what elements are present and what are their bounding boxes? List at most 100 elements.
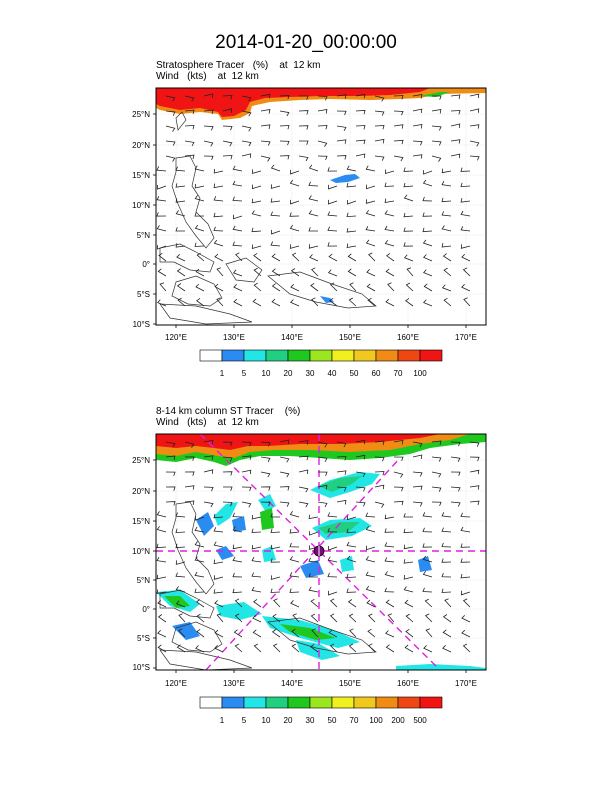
panel2-colorbar-label: 50 bbox=[328, 716, 337, 725]
wind-barb bbox=[279, 110, 290, 117]
panel1-lon-label: 170°E bbox=[455, 333, 477, 342]
colorbar-swatch bbox=[199, 349, 223, 362]
panel2-map bbox=[155, 433, 487, 671]
wind-barb bbox=[184, 485, 195, 490]
wind-barb bbox=[308, 164, 319, 172]
wind-barb bbox=[203, 109, 214, 115]
wind-barb bbox=[184, 500, 195, 505]
wind-barb bbox=[461, 253, 471, 262]
wind-barb bbox=[384, 225, 395, 232]
wind-barb bbox=[336, 139, 347, 144]
wind-barb bbox=[241, 441, 252, 447]
panel2-colorbar-label: 20 bbox=[284, 716, 293, 725]
wind-barb bbox=[393, 139, 404, 145]
wind-barb bbox=[157, 600, 167, 608]
wind-barb bbox=[327, 226, 338, 232]
wind-barb bbox=[235, 252, 243, 262]
wind-barb bbox=[328, 590, 338, 596]
panel1-lat-label: 20°N bbox=[132, 141, 150, 150]
wind-barb bbox=[156, 166, 167, 172]
wind-barb bbox=[442, 253, 452, 262]
wind-barb bbox=[469, 155, 480, 161]
wind-barb bbox=[272, 643, 281, 653]
wind-barb bbox=[175, 560, 186, 565]
panel1-lon-label: 120°E bbox=[165, 333, 187, 342]
wind-barb bbox=[233, 629, 243, 638]
wind-barb bbox=[365, 199, 376, 204]
panel1-map bbox=[155, 87, 487, 326]
wind-barb bbox=[346, 182, 357, 188]
wind-barb bbox=[385, 268, 395, 277]
wind-barb bbox=[157, 630, 167, 638]
wind-barb bbox=[271, 283, 281, 292]
wind-barb bbox=[404, 644, 414, 653]
wind-barb bbox=[442, 614, 452, 623]
colorbar-swatch bbox=[243, 349, 267, 362]
wind-barb bbox=[213, 168, 224, 174]
wind-barb bbox=[308, 557, 319, 563]
wind-barb bbox=[450, 110, 461, 115]
wind-barb bbox=[327, 512, 338, 518]
panel1-lat-label: 0° bbox=[142, 260, 150, 269]
wind-barb bbox=[195, 645, 205, 653]
wind-barb bbox=[216, 297, 224, 307]
wind-barb bbox=[348, 297, 357, 307]
colorbar-swatch bbox=[419, 349, 443, 362]
wind-barb bbox=[260, 441, 271, 447]
wind-barb bbox=[298, 455, 309, 461]
wind-barb bbox=[336, 470, 347, 475]
wind-barb bbox=[194, 212, 205, 217]
wind-barb bbox=[469, 124, 480, 129]
panel2-lat-label: 0° bbox=[142, 605, 150, 614]
wind-barb bbox=[157, 644, 167, 653]
wind-barb bbox=[291, 252, 300, 262]
wind-barb bbox=[469, 93, 480, 99]
wind-barb bbox=[317, 109, 328, 114]
wind-barb bbox=[393, 95, 404, 100]
wind-barb bbox=[196, 628, 205, 638]
wind-barb bbox=[203, 125, 214, 131]
wind-barb bbox=[308, 514, 319, 520]
wind-barb bbox=[175, 198, 186, 203]
wind-barb bbox=[384, 557, 395, 563]
wind-barb bbox=[165, 455, 176, 460]
wind-barb bbox=[214, 283, 224, 292]
wind-barb bbox=[329, 297, 338, 307]
wind-barb bbox=[405, 628, 414, 638]
wind-barb bbox=[460, 167, 471, 172]
wind-barb bbox=[251, 227, 262, 233]
wind-barb bbox=[289, 510, 300, 518]
panel1-colorbar-label: 20 bbox=[284, 369, 293, 378]
wind-barb bbox=[176, 644, 186, 653]
wind-barb bbox=[203, 455, 214, 460]
panel1-lon-label: 160°E bbox=[397, 333, 419, 342]
wind-barb bbox=[279, 155, 290, 160]
wind-barb bbox=[165, 486, 176, 491]
wind-barb bbox=[270, 164, 281, 172]
wind-barb bbox=[213, 196, 224, 202]
wind-barb bbox=[441, 180, 452, 187]
panel2-lon-label: 120°E bbox=[165, 679, 187, 688]
wind-barb bbox=[214, 629, 224, 638]
wind-barb bbox=[176, 283, 186, 292]
panel2-lon-label: 170°E bbox=[455, 679, 477, 688]
panel2-lon-label: 140°E bbox=[281, 679, 303, 688]
wind-barb bbox=[441, 197, 452, 203]
wind-barb bbox=[213, 239, 224, 247]
wind-barb bbox=[213, 513, 224, 519]
wind-barb bbox=[460, 526, 471, 533]
colorbar-swatch bbox=[243, 696, 267, 709]
wind-barb bbox=[203, 486, 214, 492]
wind-barb bbox=[336, 441, 347, 448]
wind-barb bbox=[450, 153, 461, 159]
wind-barb bbox=[442, 645, 452, 653]
wind-barb bbox=[271, 229, 281, 235]
wind-barb bbox=[374, 456, 385, 462]
wind-barb bbox=[289, 588, 300, 593]
wind-barb bbox=[403, 528, 414, 534]
wind-barb bbox=[336, 94, 347, 99]
wind-barb bbox=[253, 253, 262, 262]
wind-barb bbox=[412, 124, 423, 129]
wind-barb bbox=[298, 486, 309, 493]
colorbar-swatch bbox=[353, 696, 377, 709]
